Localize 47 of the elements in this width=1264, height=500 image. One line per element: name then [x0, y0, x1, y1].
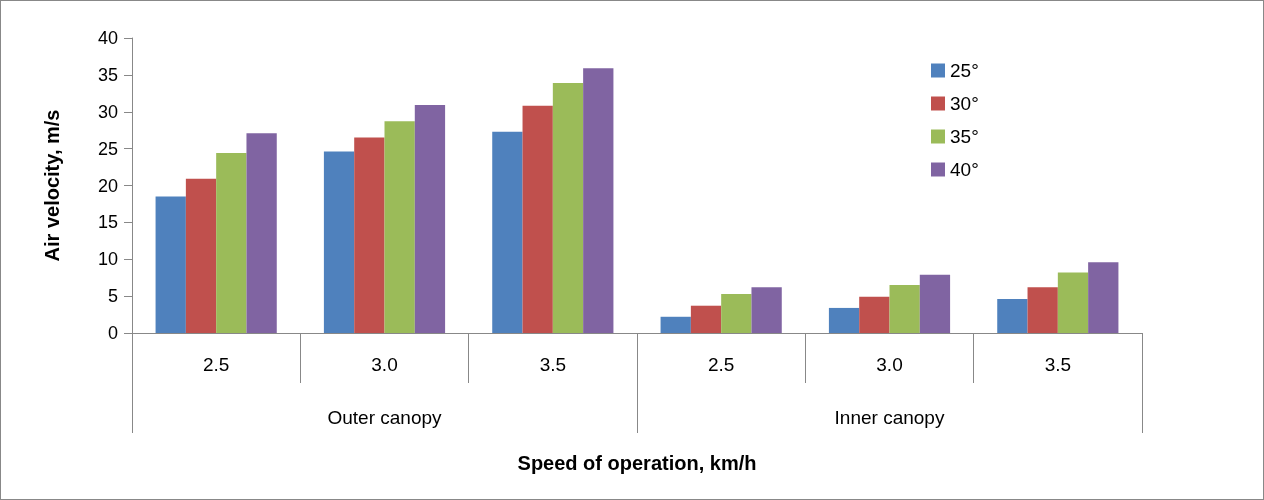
legend-label: 30° — [950, 93, 979, 114]
x-tick-label: 2.5 — [707, 354, 735, 375]
bar — [660, 316, 691, 333]
bar — [384, 121, 415, 333]
bar — [354, 137, 385, 333]
y-tick-label: 20 — [97, 175, 118, 196]
bar — [859, 296, 890, 333]
y-tick-label: 40 — [97, 28, 118, 48]
y-tick-label: 10 — [97, 249, 118, 270]
legend-label: 25° — [950, 60, 979, 81]
bar — [828, 307, 860, 333]
bar — [919, 274, 951, 333]
bar — [1057, 272, 1089, 333]
bar — [583, 68, 614, 333]
y-tick-label: 15 — [97, 212, 118, 233]
bar — [522, 105, 553, 333]
bar — [1027, 287, 1058, 333]
x-tick-label: 3.0 — [876, 354, 903, 375]
x-tick-label: 3.5 — [539, 354, 567, 375]
x-axis-title: Speed of operation, km/h — [517, 452, 757, 474]
bar — [216, 153, 247, 333]
x-tick-label: 3.0 — [371, 354, 398, 375]
y-tick-label: 5 — [107, 286, 118, 307]
y-tick-label: 0 — [107, 323, 118, 343]
bar — [1088, 262, 1119, 333]
y-axis-title: Air velocity, m/s — [41, 109, 63, 262]
bar — [185, 178, 217, 333]
bar — [690, 305, 722, 333]
bar — [751, 287, 782, 333]
bar — [414, 105, 446, 333]
y-tick-label: 35 — [97, 64, 118, 85]
x-tick-label: 2.5 — [202, 354, 230, 375]
bar — [246, 133, 277, 333]
bar — [721, 293, 752, 333]
text: Inner canopy — [834, 407, 945, 428]
y-tick-label: 25 — [97, 138, 118, 159]
bar — [155, 196, 186, 333]
legend-label: 40° — [950, 159, 979, 180]
bar — [889, 285, 920, 333]
bar — [492, 131, 523, 333]
bar — [323, 151, 355, 333]
bar — [552, 82, 584, 333]
bar — [997, 299, 1028, 333]
x-tick-label: 3.5 — [1044, 354, 1072, 375]
y-tick-label: 30 — [97, 101, 118, 122]
text: Outer canopy — [327, 407, 443, 428]
legend-label: 35° — [950, 126, 979, 147]
